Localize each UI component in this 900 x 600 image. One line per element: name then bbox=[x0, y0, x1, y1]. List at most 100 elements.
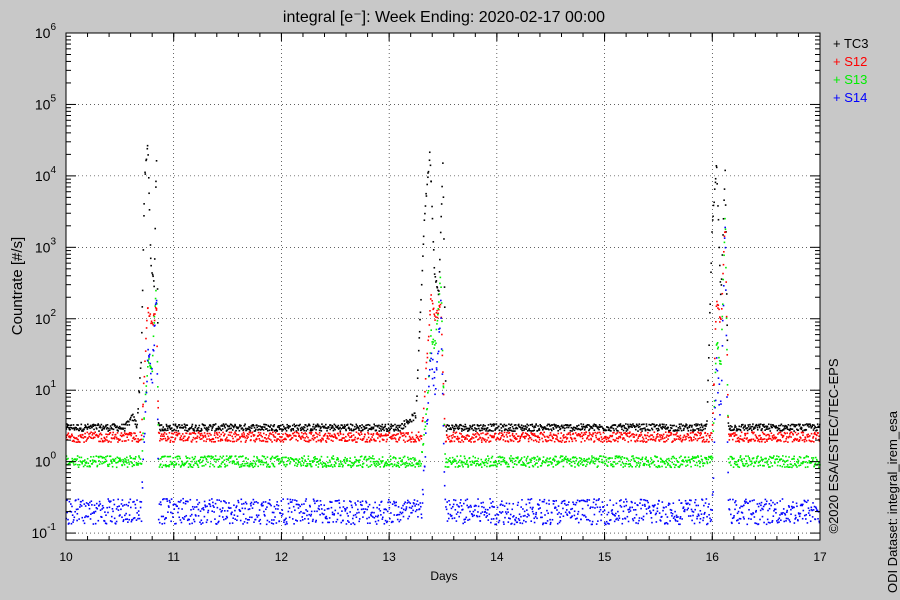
data-point bbox=[458, 506, 460, 508]
data-point bbox=[159, 501, 162, 503]
data-point bbox=[609, 435, 612, 437]
data-point bbox=[550, 463, 553, 465]
data-point bbox=[665, 428, 667, 430]
data-point bbox=[736, 429, 738, 432]
data-point bbox=[264, 423, 267, 426]
data-point bbox=[813, 463, 816, 466]
data-point bbox=[571, 438, 573, 441]
data-point bbox=[186, 424, 189, 426]
data-point bbox=[635, 433, 638, 436]
data-point bbox=[339, 465, 341, 468]
data-point bbox=[482, 438, 485, 440]
data-point bbox=[149, 244, 152, 246]
data-point bbox=[758, 426, 761, 429]
data-point bbox=[779, 429, 781, 432]
data-point bbox=[225, 438, 227, 440]
data-point bbox=[752, 428, 755, 430]
data-point bbox=[808, 439, 811, 442]
data-point bbox=[533, 429, 536, 432]
data-point bbox=[767, 433, 770, 436]
data-point bbox=[678, 436, 681, 439]
data-point bbox=[508, 431, 511, 434]
data-point bbox=[317, 507, 320, 510]
data-point bbox=[522, 427, 524, 430]
data-point bbox=[744, 434, 747, 437]
data-point bbox=[562, 426, 565, 429]
data-point bbox=[374, 515, 377, 518]
data-point bbox=[368, 457, 370, 460]
data-point bbox=[209, 465, 211, 468]
data-point bbox=[171, 432, 173, 435]
data-point bbox=[207, 435, 210, 437]
data-point bbox=[386, 428, 389, 431]
data-point bbox=[414, 438, 416, 441]
data-point bbox=[180, 460, 183, 463]
data-point bbox=[450, 428, 453, 431]
data-point bbox=[798, 440, 801, 442]
series-s13 bbox=[65, 217, 821, 469]
data-point bbox=[108, 506, 111, 509]
data-point bbox=[229, 522, 231, 525]
data-point bbox=[323, 509, 326, 511]
data-point bbox=[501, 434, 504, 437]
data-point bbox=[414, 416, 417, 419]
data-point bbox=[630, 459, 633, 461]
data-point bbox=[131, 419, 134, 422]
data-point bbox=[435, 311, 438, 314]
data-point bbox=[329, 428, 331, 431]
data-point bbox=[83, 441, 85, 443]
data-point bbox=[752, 457, 755, 459]
data-point bbox=[393, 500, 395, 503]
data-point bbox=[753, 465, 755, 468]
data-point bbox=[427, 172, 429, 174]
data-point bbox=[213, 434, 216, 436]
data-point bbox=[678, 423, 681, 426]
data-point bbox=[698, 424, 701, 426]
data-point bbox=[669, 464, 671, 467]
data-point bbox=[809, 423, 811, 426]
data-point bbox=[418, 337, 421, 339]
data-point bbox=[790, 463, 793, 466]
data-point bbox=[108, 500, 110, 502]
data-point bbox=[572, 428, 574, 431]
data-point bbox=[280, 461, 282, 463]
data-point bbox=[793, 458, 795, 460]
data-point bbox=[82, 437, 85, 439]
data-point bbox=[584, 440, 586, 442]
data-point bbox=[787, 441, 789, 443]
data-point bbox=[230, 455, 233, 458]
data-point bbox=[742, 462, 744, 465]
data-point bbox=[349, 511, 351, 513]
data-point bbox=[791, 423, 794, 426]
data-point bbox=[626, 457, 628, 460]
data-point bbox=[159, 439, 161, 442]
data-point bbox=[66, 499, 68, 502]
data-point bbox=[511, 425, 514, 428]
data-point bbox=[605, 435, 607, 438]
data-point bbox=[725, 266, 727, 269]
data-point bbox=[443, 238, 445, 240]
data-point bbox=[723, 241, 726, 244]
data-point bbox=[689, 424, 692, 427]
data-point bbox=[112, 431, 114, 434]
data-point bbox=[282, 461, 285, 463]
data-point bbox=[245, 456, 247, 459]
data-point bbox=[347, 515, 350, 517]
data-point bbox=[393, 514, 396, 516]
data-point bbox=[499, 455, 501, 458]
data-point bbox=[426, 418, 429, 421]
data-point bbox=[206, 438, 208, 440]
data-point bbox=[340, 427, 342, 430]
data-point bbox=[380, 514, 382, 516]
data-point bbox=[342, 426, 344, 429]
data-point bbox=[594, 431, 596, 434]
data-point bbox=[717, 346, 720, 349]
data-point bbox=[220, 510, 223, 513]
data-point bbox=[464, 425, 467, 428]
data-point bbox=[638, 423, 641, 425]
data-point bbox=[697, 431, 699, 434]
data-point bbox=[480, 458, 483, 461]
data-point bbox=[167, 425, 170, 427]
data-point bbox=[647, 459, 649, 462]
data-point bbox=[262, 501, 265, 503]
